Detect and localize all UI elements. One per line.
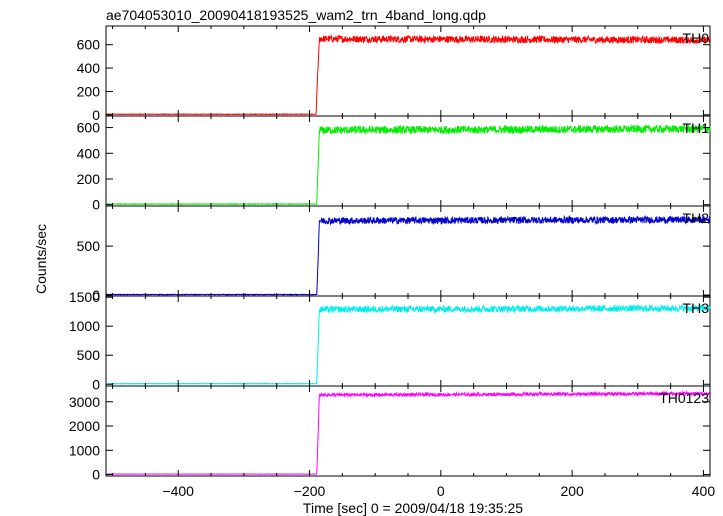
- series-line-th0123: [105, 390, 711, 475]
- x-tick-label: 0: [437, 483, 445, 499]
- x-tick-label: 200: [560, 483, 584, 499]
- y-tick-label: 1000: [69, 318, 100, 334]
- y-tick-label: 0: [92, 287, 100, 303]
- series-label-th3: TH3: [683, 300, 710, 316]
- series-label-th2: TH2: [683, 210, 710, 226]
- x-axis-title: Time [sec] 0 = 2009/04/18 19:35:25: [303, 500, 523, 516]
- panel-th0123: 0 1000 2000 3000 TH0123: [69, 385, 711, 483]
- series-label-th1: TH1: [683, 120, 710, 136]
- series-line-th1: [105, 123, 711, 206]
- y-tick-label: 0: [92, 376, 100, 392]
- panel-th0: 0 200 400 600 TH0: [77, 25, 711, 123]
- series-line-th2: [105, 214, 711, 296]
- x-tick-label: −200: [294, 483, 326, 499]
- y-tick-label: 200: [77, 83, 101, 99]
- series-label-th0123: TH0123: [659, 390, 709, 406]
- series-line-th0: [105, 33, 711, 116]
- y-axis-title: Counts/sec: [33, 224, 49, 294]
- series-label-th0: TH0: [683, 30, 710, 46]
- y-tick-label: 1500: [69, 289, 100, 305]
- y-tick-label: 500: [77, 238, 101, 254]
- y-tick-label: 400: [77, 145, 101, 161]
- panel-frame: [105, 385, 711, 477]
- y-tick-label: 600: [77, 37, 101, 53]
- chart-title: ae704053010_20090418193525_wam2_trn_4ban…: [106, 7, 486, 23]
- y-tick-label: 500: [77, 347, 101, 363]
- x-tick-label: 400: [692, 483, 716, 499]
- y-tick-label: 0: [92, 107, 100, 123]
- y-tick-label: 200: [77, 171, 101, 187]
- y-tick-label: 400: [77, 60, 101, 76]
- y-tick-label: 600: [77, 120, 101, 136]
- x-tick-label: −400: [162, 483, 194, 499]
- y-tick-label: 3000: [69, 394, 100, 410]
- series-line-th3: [105, 303, 711, 385]
- y-tick-label: 1000: [69, 442, 100, 458]
- y-tick-label: 0: [92, 197, 100, 213]
- panel-th1: 0 200 400 600 TH1: [77, 115, 711, 213]
- panel-th2: 0 500 TH2: [77, 205, 711, 303]
- panel-th3: 0 500 1000 1500 TH3: [69, 289, 711, 392]
- panels: 0 200 400 600 TH0 0 200 400 600 TH1 0 500 TH2 0 500 100…: [69, 25, 716, 499]
- y-tick-label: 2000: [69, 418, 100, 434]
- y-tick-label: 0: [92, 467, 100, 483]
